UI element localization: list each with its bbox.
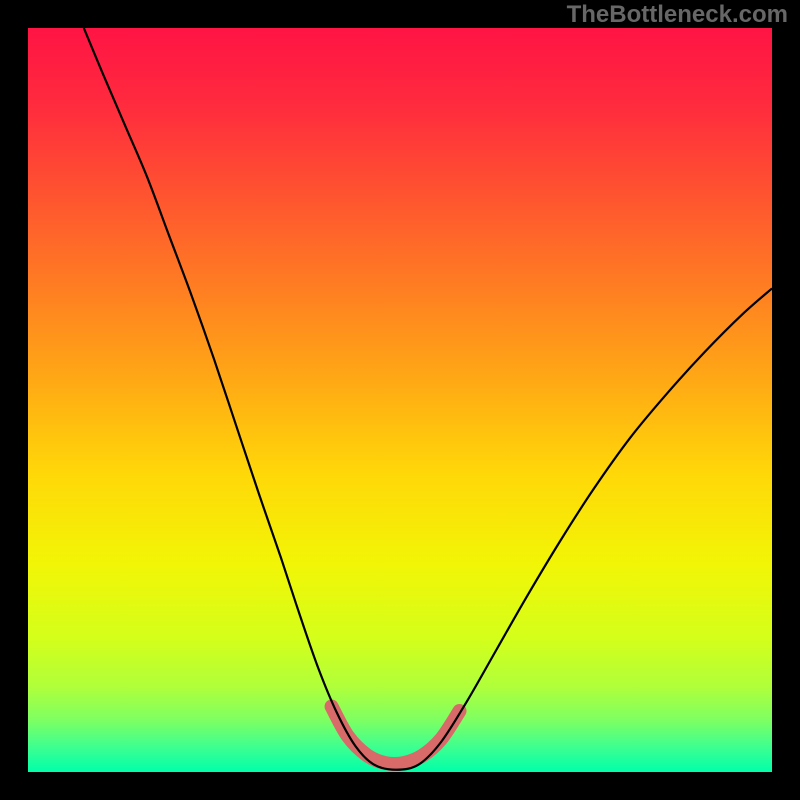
bottleneck-curve-chart (28, 28, 772, 772)
watermark-text: TheBottleneck.com (567, 1, 788, 29)
chart-frame: TheBottleneck.com (0, 0, 800, 800)
